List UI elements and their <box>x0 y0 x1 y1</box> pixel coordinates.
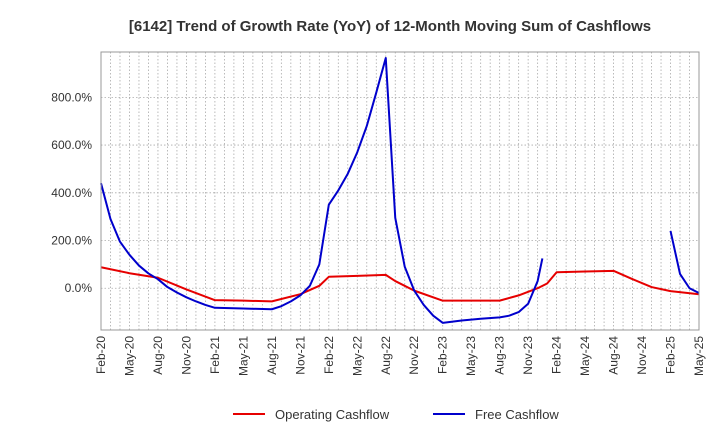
legend-label: Free Cashflow <box>475 407 559 422</box>
x-tick-label: May-22 <box>350 336 364 376</box>
x-tick-label: Feb-25 <box>664 336 678 374</box>
x-tick-label: May-23 <box>464 336 478 376</box>
x-tick-label: Aug-20 <box>151 336 165 375</box>
series-lines <box>100 56 700 324</box>
y-tick-label: 400.0% <box>51 186 92 200</box>
x-tick-label: Nov-22 <box>407 336 421 375</box>
x-tick-label: Feb-23 <box>436 336 450 374</box>
x-tick-label: Nov-20 <box>179 336 193 375</box>
plot-frame <box>100 51 700 331</box>
x-tick-label: May-20 <box>122 336 136 376</box>
y-tick-label: 200.0% <box>51 234 92 248</box>
x-axis-ticks: Feb-20 May-20 Aug-20 Nov-20 Feb-21 May-21 Aug-… <box>94 336 706 376</box>
x-tick-label: May-25 <box>692 336 706 376</box>
x-tick-label: May-21 <box>236 336 250 376</box>
x-tick-label: Nov-21 <box>293 336 307 375</box>
y-tick-label: 800.0% <box>51 90 92 104</box>
x-tick-label: Nov-23 <box>521 336 535 375</box>
y-tick-label: 0.0% <box>65 281 93 295</box>
series-line-free-cashflow <box>100 56 700 324</box>
x-tick-label: Nov-24 <box>635 336 649 375</box>
x-tick-label: Aug-22 <box>379 336 393 375</box>
x-tick-label: Aug-24 <box>607 336 621 375</box>
x-tick-label: Feb-24 <box>550 336 564 374</box>
x-tick-label: Feb-22 <box>322 336 336 374</box>
x-tick-label: Feb-20 <box>94 336 108 374</box>
x-tick-label: May-24 <box>578 336 592 376</box>
y-tick-label: 600.0% <box>51 138 92 152</box>
x-tick-label: Aug-23 <box>493 336 507 375</box>
legend-label: Operating Cashflow <box>275 407 390 422</box>
series-line-operating-cashflow <box>100 266 700 303</box>
x-tick-label: Feb-21 <box>208 336 222 374</box>
chart-title: [6142] Trend of Growth Rate (YoY) of 12-… <box>129 18 651 35</box>
legend: Operating Cashflow Free Cashflow <box>233 407 559 422</box>
grid <box>100 52 700 330</box>
y-axis-ticks: 0.0% 200.0% 400.0% 600.0% 800.0% <box>51 90 92 295</box>
x-tick-label: Aug-21 <box>265 336 279 375</box>
